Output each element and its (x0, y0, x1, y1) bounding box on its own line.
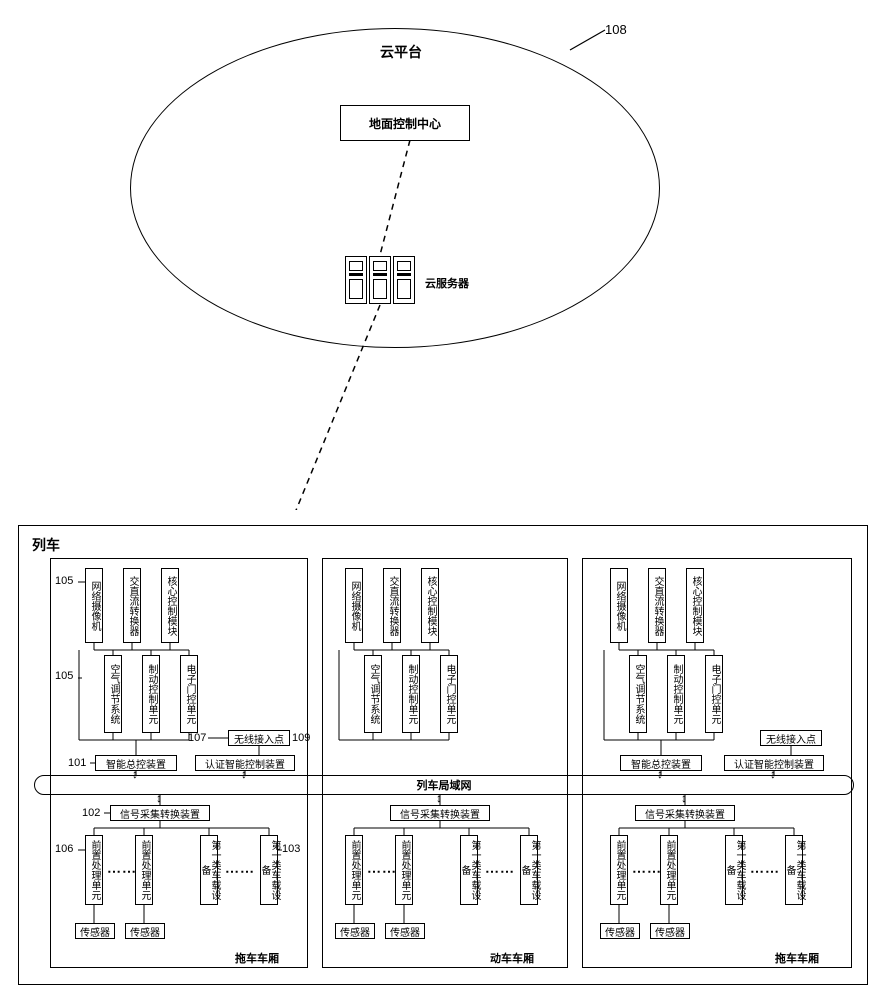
c2-pre-0: 前置处理单元 (610, 835, 628, 905)
c0-t1-0: 第一类车载设备 (200, 835, 218, 905)
diagram-canvas: 云平台 108 地面控制中心 云服务器 列车 列车局域网 拖车车厢 动车车厢 拖… (10, 10, 873, 990)
c1-sec-2: 电子门控单元 (440, 655, 458, 733)
ref-106: 106 (55, 843, 73, 855)
c2-signal-acq: 信号采集转换装置 (635, 805, 735, 821)
c0-top-1: 交直流转换器 (123, 568, 141, 643)
c1-sensor-0: 传感器 (335, 923, 375, 939)
c0-top-0: 网络摄像机 (85, 568, 103, 643)
ref-103: 103 (282, 843, 300, 855)
c0-sensor-1: 传感器 (125, 923, 165, 939)
c2-sensor-0: 传感器 (600, 923, 640, 939)
car-label-0: 拖车车厢 (235, 950, 279, 966)
c2-sec-2: 电子门控单元 (705, 655, 723, 733)
c1-sec-1: 制动控制单元 (402, 655, 420, 733)
c2-top-2: 核心控制模块 (686, 568, 704, 643)
c2-dots-1: ⋯⋯ (632, 863, 662, 880)
c0-sec-0: 空气调节系统 (104, 655, 122, 733)
c0-dots-bottom-1: ⋯⋯ (107, 863, 137, 880)
c0-signal-acq: 信号采集转换装置 (110, 805, 210, 821)
ref-108: 108 (605, 22, 627, 37)
c2-top-1: 交直流转换器 (648, 568, 666, 643)
c0-pre-1: 前置处理单元 (135, 835, 153, 905)
ground-control-box: 地面控制中心 (340, 105, 470, 141)
car-label-2: 拖车车厢 (775, 950, 819, 966)
arrow-c2a: ↕ (657, 771, 663, 778)
c2-t1-1: 第一类车载设备 (785, 835, 803, 905)
c2-wireless-ap: 无线接入点 (760, 730, 822, 746)
cloud-server-label: 云服务器 (425, 275, 469, 291)
c2-top-0: 网络摄像机 (610, 568, 628, 643)
c1-dots-1: ⋯⋯ (367, 863, 397, 880)
c2-sec-0: 空气调节系统 (629, 655, 647, 733)
c2-sensor-1: 传感器 (650, 923, 690, 939)
c2-dots-2: ⋯⋯ (750, 863, 780, 880)
c1-pre-0: 前置处理单元 (345, 835, 363, 905)
c0-wireless-ap: 无线接入点 (228, 730, 290, 746)
arrow-c2c: ↕ (681, 795, 687, 802)
c1-sec-0: 空气调节系统 (364, 655, 382, 733)
c0-sec-2: 电子门控单元 (180, 655, 198, 733)
train-title: 列车 (32, 535, 60, 555)
c0-t1-1: 第一类车载设备 (260, 835, 278, 905)
c1-sensor-1: 传感器 (385, 923, 425, 939)
ref-105a: 105 (55, 575, 73, 587)
c1-signal-acq: 信号采集转换装置 (390, 805, 490, 821)
c2-sec-1: 制动控制单元 (667, 655, 685, 733)
c2-pre-1: 前置处理单元 (660, 835, 678, 905)
c2-t1-0: 第一类车载设备 (725, 835, 743, 905)
c0-top-2: 核心控制模块 (161, 568, 179, 643)
ref-101: 101 (68, 757, 86, 769)
arrow-c1c: ↕ (436, 795, 442, 802)
c1-pre-1: 前置处理单元 (395, 835, 413, 905)
car-label-1: 动车车厢 (490, 950, 534, 966)
c1-top-1: 交直流转换器 (383, 568, 401, 643)
arrow-c0a: ↕ (132, 771, 138, 778)
c1-t1-1: 第一类车载设备 (520, 835, 538, 905)
c1-top-2: 核心控制模块 (421, 568, 439, 643)
c1-top-0: 网络摄像机 (345, 568, 363, 643)
ref-105b: 105 (55, 670, 73, 682)
c1-t1-0: 第一类车载设备 (460, 835, 478, 905)
arrow-c0b: ↕ (241, 771, 247, 778)
cloud-servers-icon (345, 256, 415, 304)
c1-dots-2: ⋯⋯ (485, 863, 515, 880)
cloud-title: 云平台 (380, 42, 422, 62)
c0-pre-0: 前置处理单元 (85, 835, 103, 905)
c0-dots-bottom-2: ⋯⋯ (225, 863, 255, 880)
arrow-c0c: ↕ (156, 795, 162, 802)
ref-109: 109 (292, 732, 310, 744)
ref-102: 102 (82, 807, 100, 819)
arrow-c2b: ↕ (770, 771, 776, 778)
c0-sensor-0: 传感器 (75, 923, 115, 939)
c0-sec-1: 制动控制单元 (142, 655, 160, 733)
ref-107: 107 (188, 732, 206, 744)
